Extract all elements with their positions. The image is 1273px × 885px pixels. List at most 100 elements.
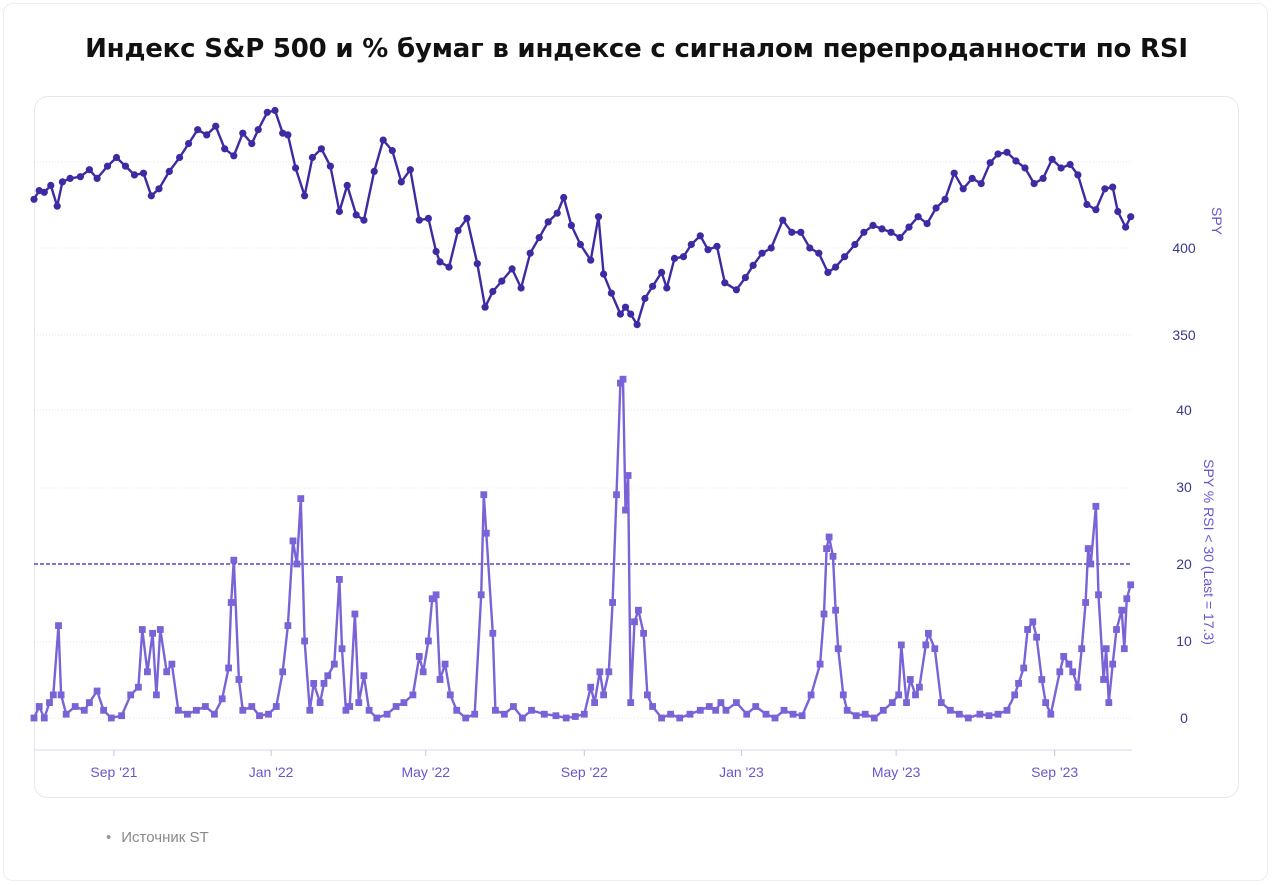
spy-point — [767, 244, 775, 252]
rsi-point — [1100, 676, 1107, 683]
rsi-point — [1056, 668, 1064, 676]
rsi-point — [789, 710, 797, 718]
spy-point — [445, 263, 453, 271]
rsi-point — [922, 641, 930, 649]
spy-point — [567, 221, 576, 229]
rsi-point — [722, 706, 730, 714]
rsi-point — [225, 664, 232, 672]
spy-point — [93, 174, 101, 182]
spy-point — [292, 164, 300, 172]
rsi-point — [193, 706, 200, 714]
spy-point — [869, 221, 877, 229]
rsi-point — [825, 533, 833, 541]
rsi-point — [705, 703, 713, 710]
spy-point — [977, 180, 985, 188]
rsi-point — [346, 703, 354, 710]
rsi-point — [931, 645, 939, 653]
spy-point — [607, 289, 616, 297]
spy-point — [85, 166, 93, 174]
rsi-point — [477, 591, 485, 599]
spy-line — [32, 109, 1132, 326]
rsi-point — [40, 714, 48, 722]
rsi-point — [360, 672, 368, 680]
rsi-point — [696, 706, 704, 714]
spy-point — [139, 169, 148, 177]
rsi-point — [168, 660, 176, 668]
spy-point — [841, 253, 849, 261]
rsi-point — [624, 472, 632, 479]
rsi-point — [1069, 668, 1077, 676]
spy-point — [704, 246, 712, 254]
spy-point — [832, 263, 840, 271]
spy-point — [663, 284, 671, 292]
rsi-y-tick-label: 0 — [1180, 710, 1188, 726]
spy-point — [165, 167, 173, 175]
rsi-point — [230, 556, 238, 564]
rsi-point — [71, 703, 79, 710]
spy-point — [230, 152, 238, 160]
rsi-point — [832, 606, 839, 614]
spy-point — [1048, 155, 1056, 163]
spy-point — [959, 185, 967, 193]
rsi-point — [644, 691, 651, 699]
spy-point — [1066, 160, 1074, 169]
rsi-point — [613, 491, 620, 499]
spy-point — [797, 228, 805, 236]
spy-point — [397, 178, 405, 186]
rsi-point — [1074, 683, 1082, 691]
rsi-point — [153, 691, 160, 699]
rsi-point — [272, 703, 280, 710]
spy-point — [887, 228, 895, 236]
plot-card — [34, 96, 1239, 798]
rsi-point — [1127, 581, 1135, 589]
spy-point — [308, 153, 316, 162]
spy-point — [254, 126, 262, 134]
rsi-point — [107, 714, 115, 722]
rsi-point — [1015, 680, 1022, 687]
spy-point — [103, 162, 112, 170]
rsi-point — [816, 660, 824, 668]
rsi-point — [324, 672, 332, 680]
rsi-point — [733, 699, 740, 706]
rsi-point — [1087, 560, 1095, 568]
spy-point — [658, 268, 666, 276]
rsi-point — [86, 699, 93, 706]
rsi-point — [676, 714, 684, 722]
rsi-point — [342, 706, 350, 714]
rsi-point — [138, 626, 146, 633]
rsi-point — [149, 629, 156, 637]
spy-point — [544, 218, 552, 226]
rsi-point — [658, 714, 665, 722]
rsi-point — [118, 712, 125, 720]
rsi-point — [62, 710, 70, 718]
rsi-point — [163, 668, 171, 676]
rsi-point — [415, 653, 423, 660]
rsi-point — [30, 714, 38, 722]
rsi-point — [1029, 618, 1037, 626]
spy-point — [473, 260, 481, 268]
spy-y-tick-label: 350 — [1172, 327, 1196, 343]
rsi-point — [903, 699, 910, 706]
x-tick-label: May '23 — [872, 764, 921, 780]
spy-point — [388, 147, 396, 155]
spy-point — [994, 150, 1002, 158]
spy-point — [301, 192, 309, 200]
rsi-point — [471, 710, 479, 718]
rsi-point — [425, 637, 432, 645]
rsi-point — [1024, 626, 1031, 633]
rsi-series — [30, 375, 1135, 722]
rsi-point — [501, 710, 508, 718]
rsi-point — [870, 714, 878, 722]
rsi-point — [1020, 664, 1028, 672]
spy-point — [221, 145, 229, 153]
spy-point — [1083, 200, 1091, 209]
spy-point — [621, 303, 630, 311]
rsi-point — [780, 706, 788, 714]
spy-point — [950, 169, 958, 177]
rsi-point — [1105, 699, 1113, 706]
rsi-point — [649, 703, 656, 710]
spy-point — [1012, 157, 1020, 165]
x-tick-label: Sep '22 — [561, 764, 608, 780]
rsi-point — [93, 687, 101, 695]
spy-point — [616, 310, 625, 318]
